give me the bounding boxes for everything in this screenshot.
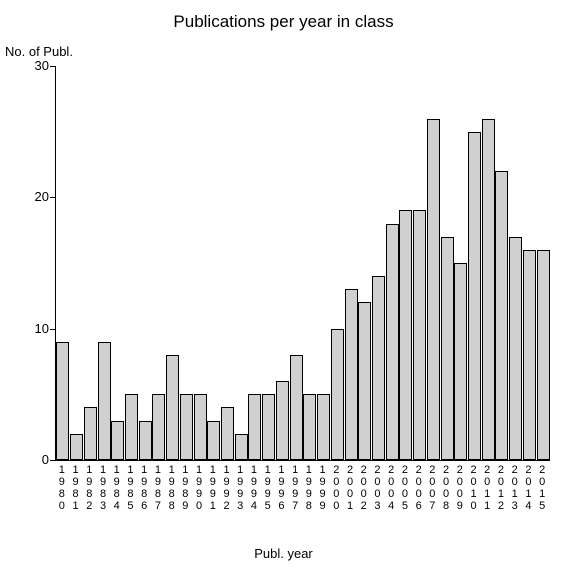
bar [303,394,316,460]
x-tick-label: 2008 [439,464,453,512]
x-tick-label: 1988 [165,464,179,512]
bar [413,210,426,460]
bar [537,250,550,460]
y-tick-label: 30 [19,58,49,73]
bar [468,132,481,460]
x-tick-label: 1985 [124,464,138,512]
x-tick-label: 1982 [82,464,96,512]
x-tick-label: 1989 [179,464,193,512]
x-tick-label: 2010 [467,464,481,512]
bar [248,394,261,460]
x-tick-label: 2002 [357,464,371,512]
bar [427,119,440,460]
y-tick-mark [50,460,55,461]
bar [166,355,179,460]
x-tick-label: 2004 [384,464,398,512]
y-tick-label: 20 [19,189,49,204]
bar [317,394,330,460]
bar [207,421,220,460]
y-tick-mark [50,329,55,330]
y-tick-label: 0 [19,452,49,467]
bar [386,224,399,460]
bar [125,394,138,460]
y-tick-mark [50,197,55,198]
x-tick-label: 1984 [110,464,124,512]
x-tick-label: 1997 [288,464,302,512]
x-tick-label: 1994 [247,464,261,512]
x-tick-label: 1991 [206,464,220,512]
bar [441,237,454,460]
bar [276,381,289,460]
x-tick-label: 1987 [151,464,165,512]
x-tick-label: 1981 [69,464,83,512]
bar [482,119,495,460]
bar [152,394,165,460]
x-tick-label: 1990 [192,464,206,512]
bar [84,407,97,460]
bar [262,394,275,460]
bar [509,237,522,460]
bar [139,421,152,460]
x-tick-label: 1992 [220,464,234,512]
x-tick-label: 2015 [535,464,549,512]
bar [235,434,248,460]
y-axis-label: No. of Publ. [5,44,73,59]
x-tick-label: 2007 [426,464,440,512]
bar [454,263,467,460]
bar [399,210,412,460]
x-tick-label: 2013 [508,464,522,512]
x-tick-label: 1980 [55,464,69,512]
x-tick-label: 2005 [398,464,412,512]
y-tick-mark [50,66,55,67]
bar [523,250,536,460]
y-tick-label: 10 [19,321,49,336]
bar [56,342,69,460]
bar [70,434,83,460]
x-tick-label: 1995 [261,464,275,512]
bar [111,421,124,460]
x-tick-label: 1998 [302,464,316,512]
plot-area [55,66,550,461]
x-tick-label: 2003 [371,464,385,512]
bar [98,342,111,460]
bar [180,394,193,460]
bar [358,302,371,460]
bar [345,289,358,460]
x-axis-label: Publ. year [0,546,567,561]
bar [221,407,234,460]
bar [290,355,303,460]
x-tick-label: 1983 [96,464,110,512]
bar [194,394,207,460]
x-tick-label: 2001 [343,464,357,512]
bar [331,329,344,460]
bar [372,276,385,460]
x-tick-label: 2009 [453,464,467,512]
x-tick-label: 2006 [412,464,426,512]
x-tick-label: 1986 [137,464,151,512]
chart-canvas: Publications per year in class No. of Pu… [0,0,567,567]
x-tick-label: 1993 [233,464,247,512]
x-tick-label: 2000 [329,464,343,512]
chart-title: Publications per year in class [0,12,567,32]
x-tick-label: 1996 [275,464,289,512]
x-tick-label: 2014 [522,464,536,512]
x-tick-label: 2012 [494,464,508,512]
bar [495,171,508,460]
x-tick-label: 1999 [316,464,330,512]
x-tick-label: 2011 [480,464,494,512]
